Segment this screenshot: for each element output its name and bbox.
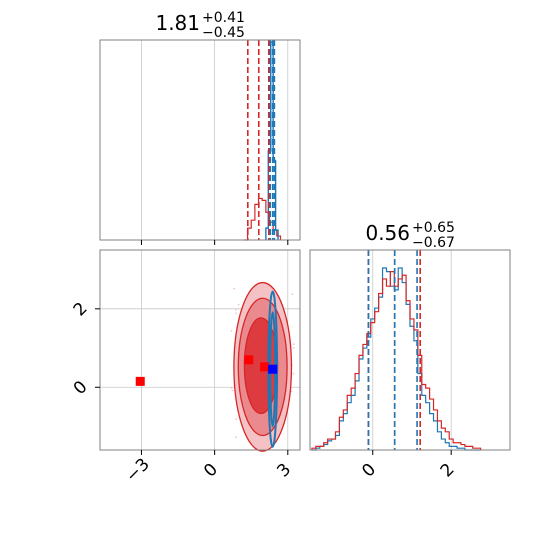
red-histogram xyxy=(311,271,482,450)
panel-top-left-title-minus: −0.45 xyxy=(202,25,245,41)
marker-2 xyxy=(260,362,270,372)
x-tick-label-1: 2 xyxy=(437,460,459,482)
scatter-point-65 xyxy=(292,347,295,349)
marker-0 xyxy=(135,376,145,386)
scatter-point-20 xyxy=(290,390,293,393)
blue-histogram xyxy=(311,267,481,451)
marker-1 xyxy=(244,355,254,365)
panel-bottom-left-frame xyxy=(99,249,301,451)
marker-3 xyxy=(268,364,278,374)
panel-bottom-left: −3 0 3 0 2 xyxy=(70,249,301,487)
scatter-point-50 xyxy=(235,418,238,421)
scatter-point-7 xyxy=(233,287,236,290)
x-tick-label-2: 3 xyxy=(273,460,295,482)
panel-top-left-title-value: 1.81 xyxy=(155,11,200,35)
scatter-point-25 xyxy=(291,293,294,296)
scatter-point-59 xyxy=(292,343,295,346)
panel-bottom-right-title-value: 0.56 xyxy=(365,221,410,245)
scatter-point-2 xyxy=(235,308,237,311)
scatter-point-14 xyxy=(235,312,237,315)
x-tick-label-1: 0 xyxy=(200,460,222,482)
y-tick-label-0: 0 xyxy=(70,377,92,399)
x-tick-label-0: −3 xyxy=(122,455,154,487)
panel-bottom-right-title-plus: +0.65 xyxy=(412,220,455,236)
y-tick-label-1: 2 xyxy=(70,299,92,321)
panel-bottom-right-title-minus: −0.67 xyxy=(412,235,455,251)
scatter-point-38 xyxy=(235,436,238,439)
panel-top-left-frame xyxy=(99,39,301,241)
panel-bottom-right-frame xyxy=(309,249,511,451)
panel-bottom-right: 0 2 0.56 +0.65 −0.67 xyxy=(309,220,511,482)
scatter-point-30 xyxy=(230,387,233,389)
scatter-point-46 xyxy=(230,329,233,332)
scatter-point-11 xyxy=(292,372,295,375)
scatter-point-27 xyxy=(231,389,234,392)
panel-top-left-title-plus: +0.41 xyxy=(202,10,245,26)
x-tick-label-0: 0 xyxy=(358,460,380,482)
panel-top-left: 1.81 +0.41 −0.45 xyxy=(99,10,301,245)
scatter-point-54 xyxy=(237,303,240,306)
